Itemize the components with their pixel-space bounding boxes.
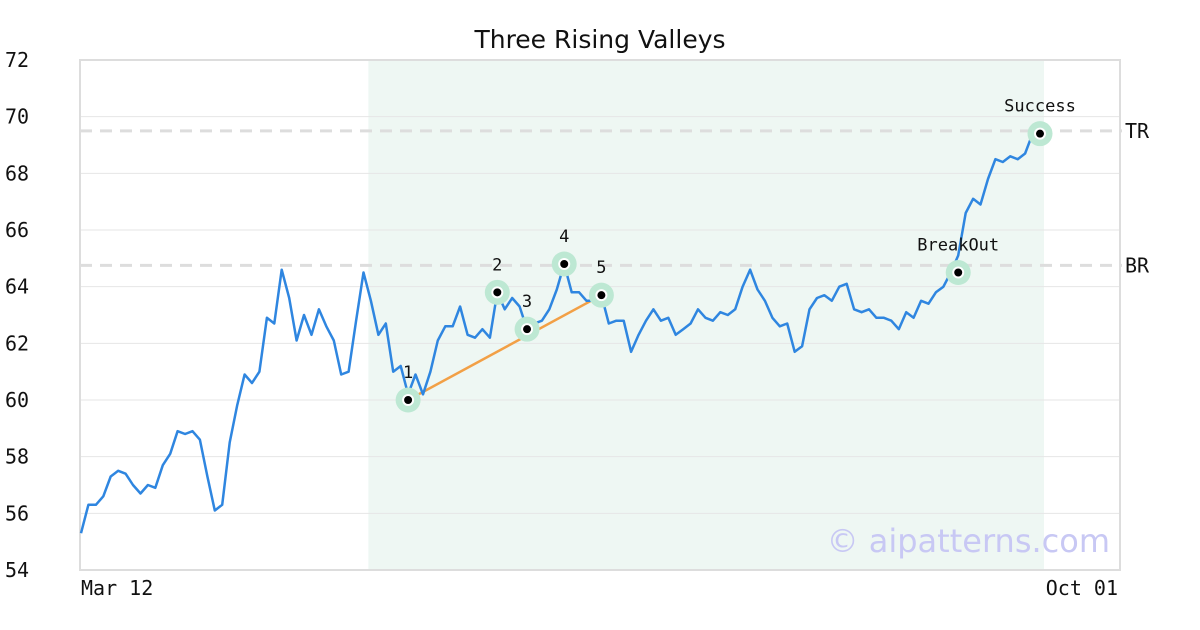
y-tick-label: 62 [5,331,29,355]
y-tick-label: 56 [5,501,29,525]
trendline [407,294,602,402]
x-tick-label: Mar 12 [81,576,153,600]
point-label-3: 3 [522,292,532,312]
point-label-5: 5 [596,258,606,278]
y-tick-label: 72 [5,48,29,72]
y-tick-label: 68 [5,161,29,185]
y-tick-label: 60 [5,388,29,412]
series-layer [79,132,1040,534]
point-label-4: 4 [559,227,569,247]
point-marker-4 [558,258,571,270]
point-marker-success [1034,127,1046,140]
point-label-2: 2 [492,255,502,275]
y-axis-ticks: 54 56 58 60 62 64 66 68 70 72 [5,48,29,582]
point-label-success: Success [1004,97,1076,117]
point-marker-2 [491,286,504,299]
y-tick-label: 58 [5,445,29,469]
x-tick-label: Oct 01 [1046,576,1118,600]
highlight-region-layer [368,61,1044,569]
point-marker-5 [595,289,608,302]
y-tick-label: 66 [5,218,29,242]
y-tick-label: 70 [5,105,29,129]
trendline-layer [407,294,602,402]
point-label-1: 1 [403,363,413,383]
point-marker-3 [521,323,534,336]
y-tick-label: 54 [5,558,29,582]
highlight-region [368,61,1044,569]
plot-frame [79,59,1121,571]
point-marker-1 [402,394,415,406]
point-label-breakout: BreakOut [917,236,999,256]
y-tick-label: 64 [5,275,29,299]
price-line [79,132,1040,534]
watermark: © aipatterns.com [827,522,1110,560]
level-label-br: BR [1125,253,1150,277]
level-label-tr: TR [1125,119,1150,143]
chart-title: Three Rising Valleys [473,25,725,54]
point-marker-breakout [952,266,965,279]
